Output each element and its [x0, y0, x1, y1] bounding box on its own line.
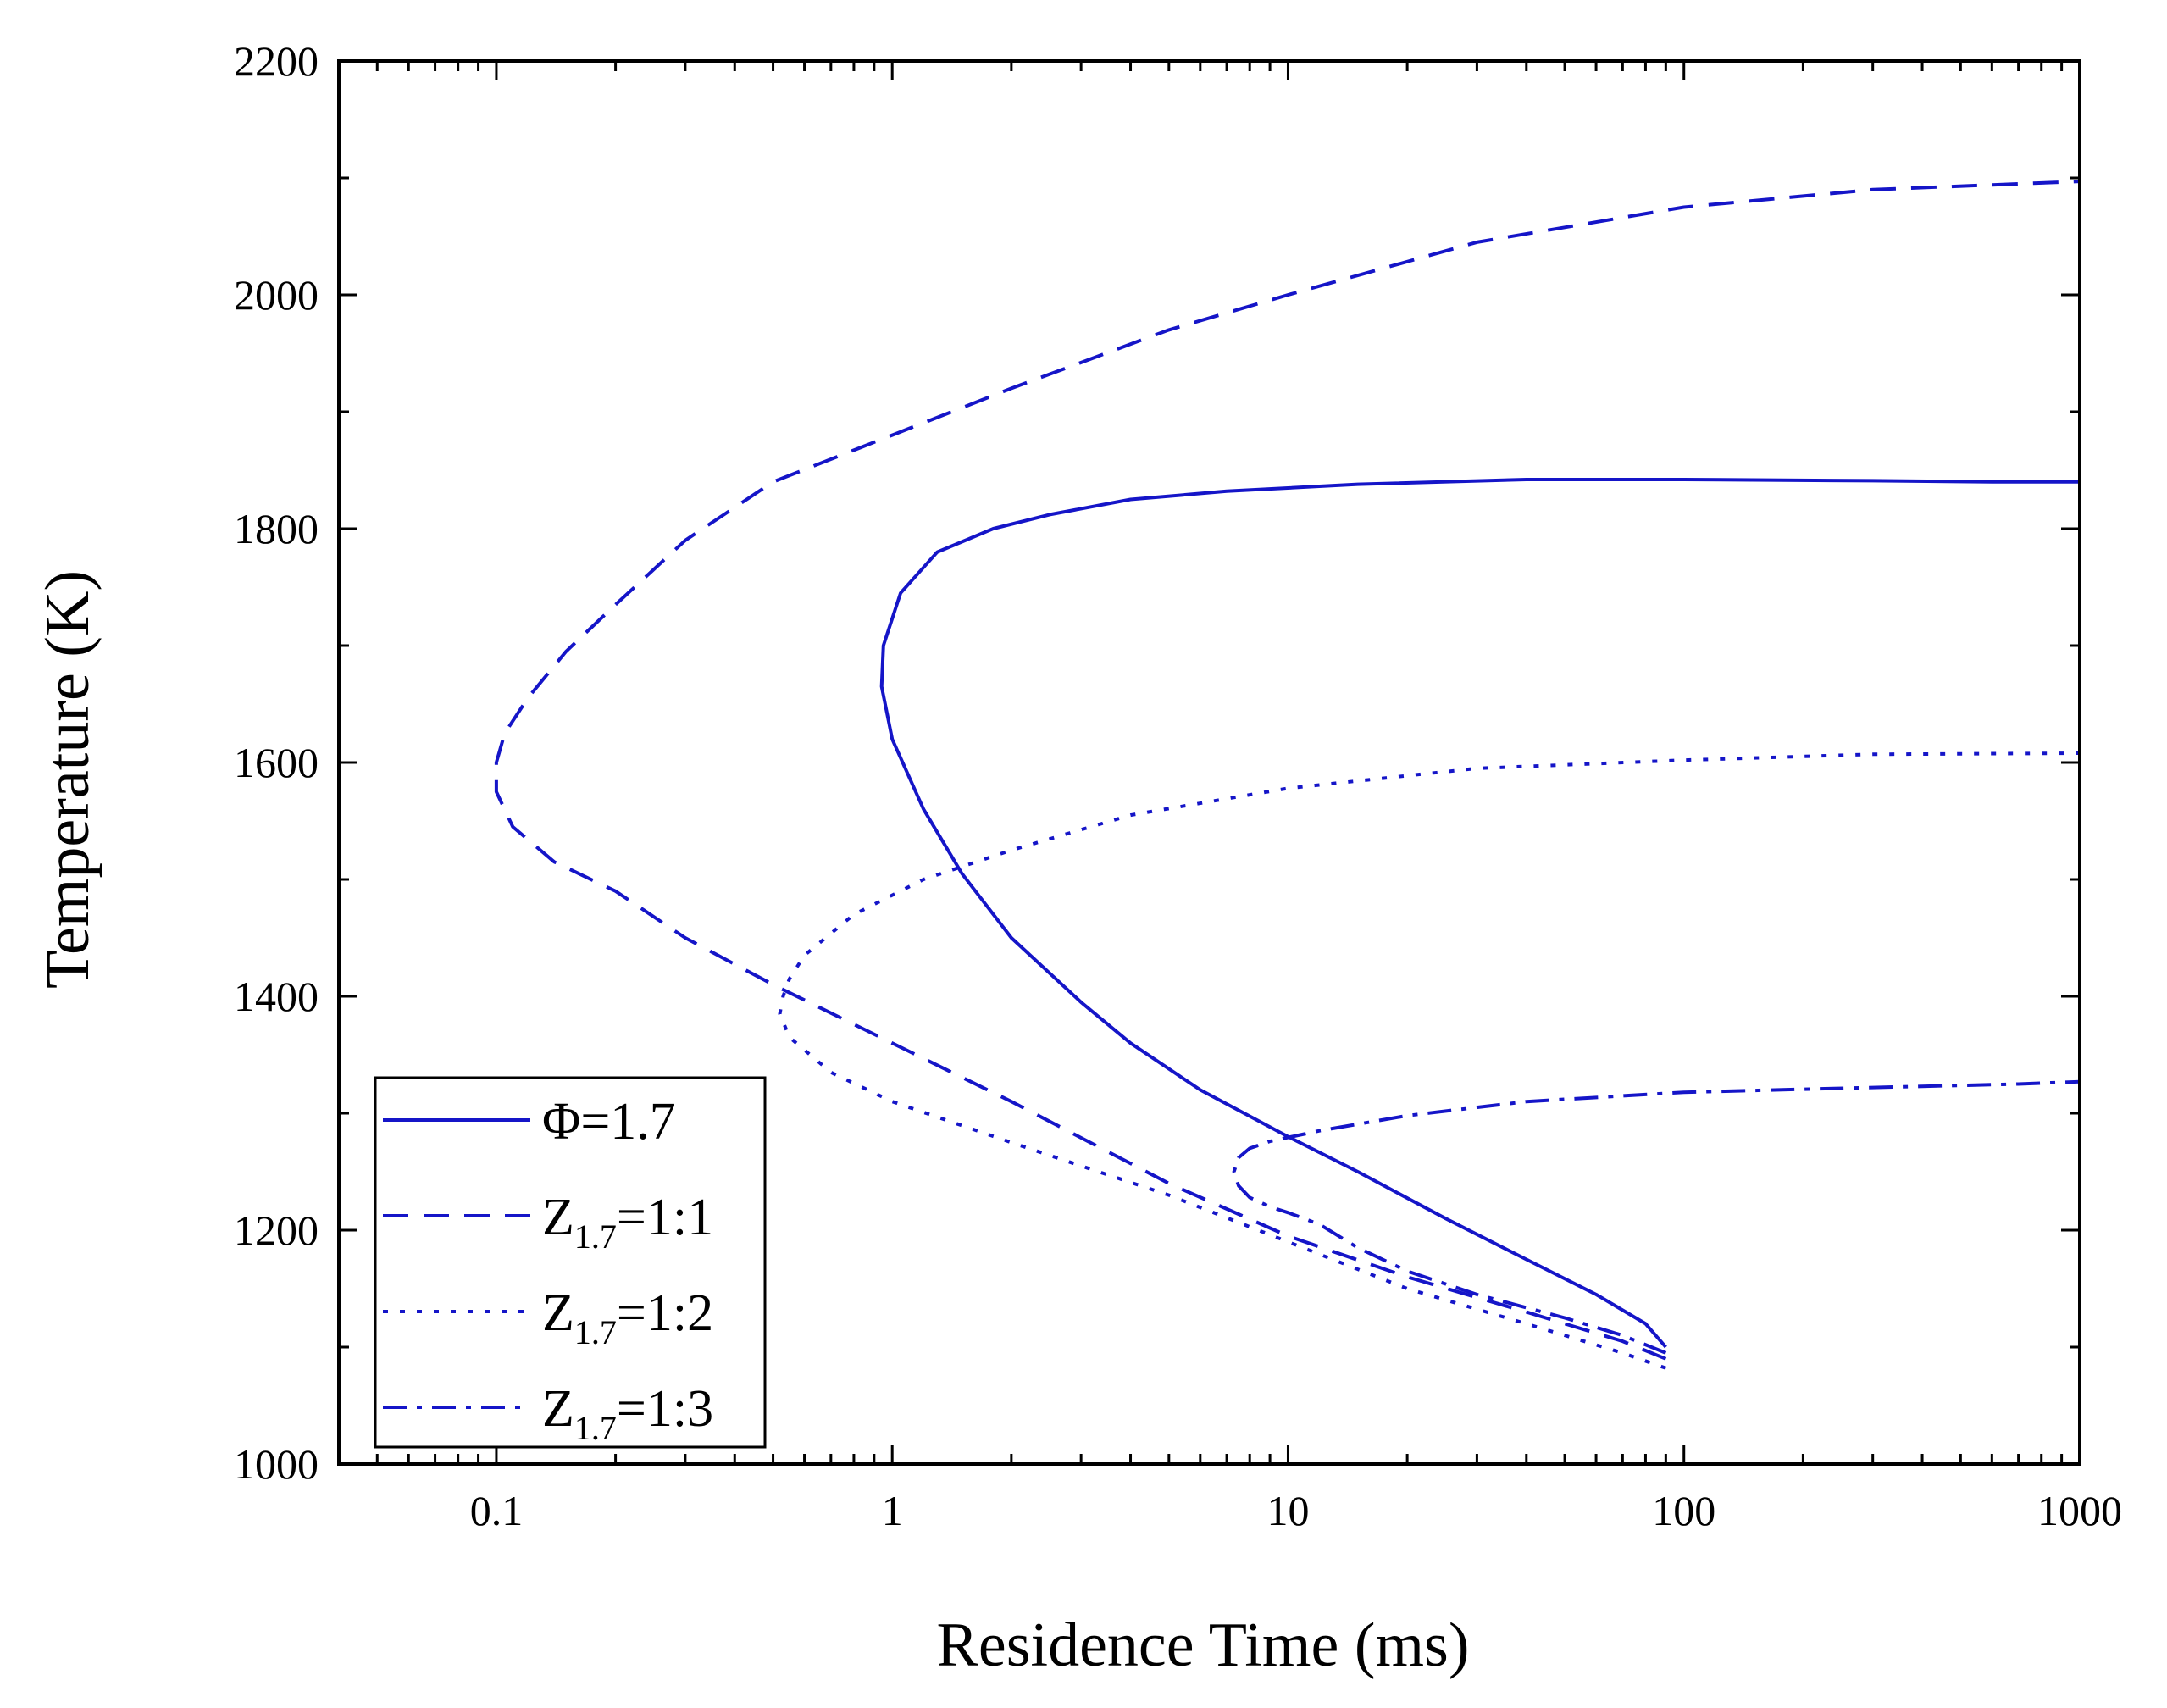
legend: Φ=1.7Z1.7=1:1Z1.7=1:2Z1.7=1:3 — [374, 1076, 767, 1449]
y-tick-label: 1600 — [234, 739, 319, 786]
x-tick-label: 10 — [1266, 1487, 1309, 1534]
y-tick-label: 1000 — [234, 1440, 319, 1488]
legend-label-4: Z1.7=1:3 — [542, 1380, 713, 1447]
x-tick-label: 0.1 — [470, 1487, 524, 1534]
legend-label-suffix: =1:2 — [617, 1284, 713, 1342]
x-tick-label: 1 — [882, 1487, 903, 1534]
y-tick-label: 1400 — [234, 973, 319, 1020]
series-line-2 — [494, 180, 2081, 1361]
plot-series — [494, 180, 2081, 1370]
x-tick-label: 1000 — [2037, 1487, 2122, 1534]
y-tick-label: 2200 — [234, 37, 319, 85]
x-axis-label: Residence Time (ms) — [937, 1611, 1470, 1680]
x-axis: 0.1 1 10 100 1000 — [337, 61, 2122, 1534]
legend-label-main: Z — [542, 1284, 574, 1342]
y-axis: 1000 1200 1400 1600 1800 2000 2200 — [234, 37, 2080, 1488]
legend-label-suffix: =1:3 — [617, 1380, 713, 1438]
series-line-4 — [1232, 1079, 2081, 1355]
legend-label-main: Z — [542, 1380, 574, 1438]
y-tick-label: 1200 — [234, 1206, 319, 1254]
legend-label-main: Z — [542, 1189, 574, 1246]
legend-label-1: Φ=1.7 — [542, 1093, 676, 1151]
legend-label-3: Z1.7=1:2 — [542, 1284, 713, 1351]
legend-label-main: Φ=1.7 — [542, 1093, 676, 1151]
y-tick-label: 2000 — [234, 271, 319, 319]
x-tick-label: 100 — [1652, 1487, 1715, 1534]
series-line-1 — [879, 478, 2080, 1349]
legend-label-subscript: 1.7 — [574, 1409, 617, 1447]
y-axis-label: Temperature (K) — [33, 570, 103, 989]
legend-label-subscript: 1.7 — [574, 1217, 617, 1256]
legend-box — [374, 1076, 767, 1449]
legend-label-suffix: =1:1 — [617, 1189, 713, 1246]
series-line-3 — [778, 751, 2081, 1370]
y-tick-label: 1800 — [234, 505, 319, 552]
legend-label-2: Z1.7=1:1 — [542, 1189, 713, 1256]
legend-label-subscript: 1.7 — [574, 1313, 617, 1351]
